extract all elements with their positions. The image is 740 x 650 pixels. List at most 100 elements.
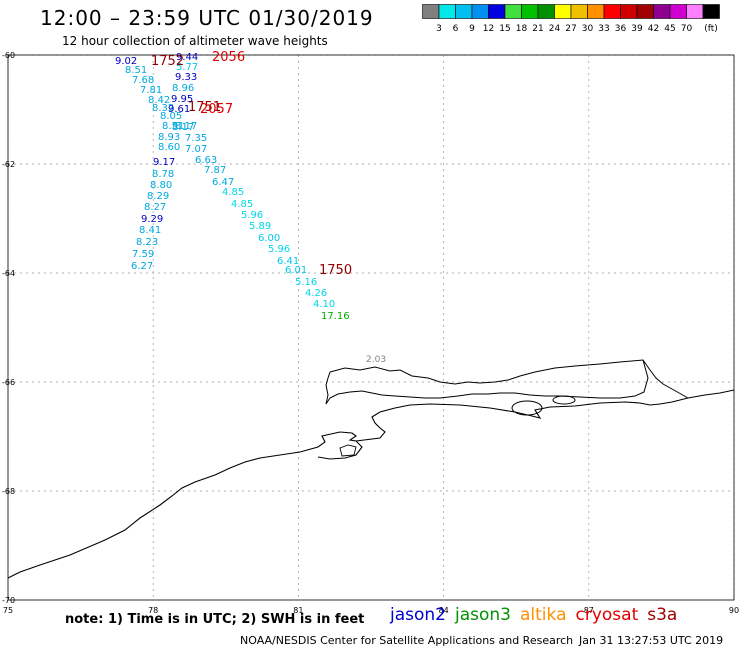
generated-timestamp: Jan 31 13:27:53 UTC 2019 <box>579 634 724 647</box>
wave-height-label: 7.35 <box>185 133 207 144</box>
latitude-tick-label: -68 <box>2 487 15 496</box>
pass-time-label: 2057 <box>200 102 233 117</box>
color-scale-unit: (ft) <box>704 24 718 34</box>
color-scale-tick: 3 <box>436 24 442 34</box>
latitude-tick-label: -66 <box>2 378 15 387</box>
wave-height-label: 8.42 <box>148 95 170 106</box>
legend-entry-jason2: jason2 <box>390 605 446 625</box>
wave-height-label: 4.10 <box>313 299 335 310</box>
wave-height-label: 8.29 <box>147 191 169 202</box>
wave-height-label: 6.47 <box>212 177 234 188</box>
color-scale-tick: 6 <box>453 24 459 34</box>
wave-height-label: 8.51 <box>162 121 184 132</box>
pass-time-label: 2056 <box>212 50 245 65</box>
wave-height-label: 8.93 <box>158 132 180 143</box>
wave-height-label: 4.85 <box>231 199 253 210</box>
longitude-tick-label: 78 <box>148 606 158 615</box>
wave-height-label: 7.59 <box>132 249 154 260</box>
pass-time-label: 1751 <box>188 100 221 115</box>
wave-height-label: 9.33 <box>175 72 197 83</box>
legend-entry-s3a: s3a <box>647 605 678 625</box>
color-scale-tick: 36 <box>615 24 627 34</box>
wave-height-label: 9.29 <box>141 214 163 225</box>
latitude-tick-label: -64 <box>2 269 15 278</box>
longitude-tick-label: 81 <box>293 606 303 615</box>
wave-height-label: 5.16 <box>295 277 317 288</box>
color-scale-tick: 30 <box>582 24 594 34</box>
wave-height-label: 8.41 <box>139 225 161 236</box>
wave-height-label: 6.41 <box>277 256 299 267</box>
wave-height-label: 5.96 <box>268 244 290 255</box>
color-scale-tick: 21 <box>532 24 543 34</box>
wave-height-label: 7.81 <box>140 85 162 96</box>
latitude-tick-label: -62 <box>2 160 15 169</box>
wave-height-label: 8.17 <box>175 121 197 132</box>
island <box>339 444 357 457</box>
color-scale-tick: 24 <box>549 24 561 34</box>
wave-height-label: 5.77 <box>176 62 198 73</box>
latitude-tick-label: -60 <box>2 51 15 60</box>
page-subtitle: 12 hour collection of altimeter wave hei… <box>62 34 328 48</box>
wave-height-label: 9.17 <box>153 157 175 168</box>
color-scale-swatch <box>702 4 720 19</box>
wave-height-label: 9.95 <box>171 94 193 105</box>
island <box>552 395 576 405</box>
wave-height-label: 8.17 <box>172 122 194 133</box>
wave-height-label: 8.96 <box>172 83 194 94</box>
wave-height-label: 17.16 <box>321 311 350 322</box>
color-scale-bar: 3 6 9 12 15 18 21 24 27 30 33 36 39 42 45 70 (ft) <box>422 4 720 34</box>
longitude-tick-label: 90 <box>729 606 739 615</box>
wave-height-label: 6.00 <box>258 233 280 244</box>
color-scale-tick: 9 <box>469 24 475 34</box>
longitude-tick-label: 84 <box>439 606 449 615</box>
latitude-tick-label: -70 <box>2 596 15 605</box>
ice-shelf-outline <box>325 359 689 405</box>
wave-height-label: 6.27 <box>131 261 153 272</box>
wave-height-label: 8.78 <box>152 169 174 180</box>
wave-height-label: 7.68 <box>132 75 154 86</box>
wave-height-label: 8.60 <box>158 142 180 153</box>
page-title: 12:00 – 23:59 UTC 01/30/2019 <box>40 6 374 30</box>
wave-height-label: 9.44 <box>176 52 198 63</box>
wave-height-label: 7.87 <box>204 165 226 176</box>
wave-height-label: 4.85 <box>222 187 244 198</box>
color-scale-tick: 12 <box>483 24 494 34</box>
legend-entry-altika: altika <box>520 605 567 625</box>
wave-height-label: 6.01 <box>285 265 307 276</box>
longitude-tick-label: 87 <box>584 606 594 615</box>
wave-height-label: 8.27 <box>144 202 166 213</box>
wave-height-label: 5.96 <box>241 210 263 221</box>
color-scale-tick: 45 <box>664 24 675 34</box>
wave-height-label: 6.63 <box>195 155 217 166</box>
color-scale-tick: 27 <box>565 24 576 34</box>
color-scale-tick: 15 <box>499 24 510 34</box>
wave-height-label: 9.02 <box>115 56 137 67</box>
wave-height-label: 8.51 <box>125 65 147 76</box>
wave-height-label: 2.03 <box>366 355 386 365</box>
wave-height-label: 7.07 <box>185 144 207 155</box>
wave-height-label: 8.05 <box>160 111 182 122</box>
pass-time-label: 1750 <box>319 263 352 278</box>
wave-height-label: 8.80 <box>150 180 172 191</box>
wave-height-label: 9.61 <box>168 104 190 115</box>
longitude-tick-label: 75 <box>3 606 13 615</box>
footnote: note: 1) Time is in UTC; 2) SWH is in fe… <box>65 612 365 627</box>
color-scale-tick: 33 <box>598 24 609 34</box>
map-frame <box>7 54 735 601</box>
color-scale-tick: 18 <box>516 24 528 34</box>
legend-entry-jason3: jason3 <box>455 605 511 625</box>
satellite-legend: jason2 jason3 altika cryosat s3a <box>390 605 686 625</box>
color-scale-tick: 39 <box>631 24 643 34</box>
coastline <box>7 389 735 579</box>
color-scale-tick: 42 <box>648 24 659 34</box>
wave-height-label: 5.89 <box>249 221 271 232</box>
island <box>511 400 543 416</box>
pass-time-label: 1752 <box>151 54 184 69</box>
legend-entry-cryosat: cryosat <box>575 605 639 625</box>
wave-height-label: 8.23 <box>136 237 158 248</box>
credit-line: NOAA/NESDIS Center for Satellite Applica… <box>240 634 574 647</box>
wave-height-label: 4.26 <box>305 288 327 299</box>
wave-height-label: 8.32 <box>152 103 174 114</box>
color-scale-tick: 70 <box>681 24 693 34</box>
